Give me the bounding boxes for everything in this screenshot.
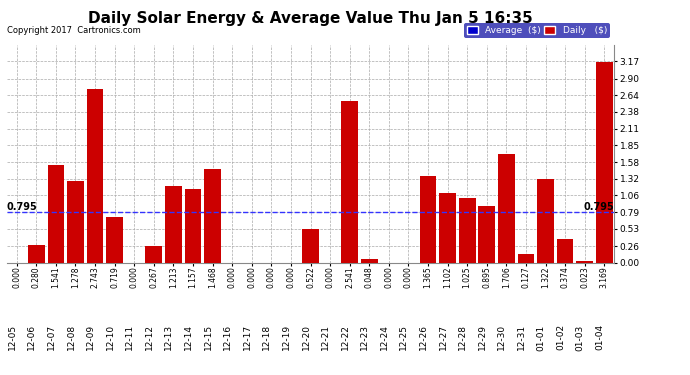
- Text: 12-30: 12-30: [497, 324, 506, 351]
- Bar: [106, 217, 123, 262]
- Text: 12-28: 12-28: [458, 324, 467, 350]
- Bar: [576, 261, 593, 262]
- Text: 12-24: 12-24: [380, 324, 389, 350]
- Text: 12-13: 12-13: [164, 324, 173, 351]
- Text: 2.541: 2.541: [345, 266, 354, 288]
- Bar: [478, 206, 495, 262]
- Text: 12-16: 12-16: [223, 324, 232, 351]
- Text: 3.169: 3.169: [600, 266, 609, 288]
- Text: 0.000: 0.000: [404, 266, 413, 288]
- Text: 01-01: 01-01: [537, 324, 546, 351]
- Bar: [204, 170, 221, 262]
- Text: 12-15: 12-15: [204, 324, 213, 351]
- Text: 12-17: 12-17: [243, 324, 252, 351]
- Text: 1.025: 1.025: [463, 266, 472, 288]
- Bar: [420, 176, 436, 262]
- Text: 0.000: 0.000: [267, 266, 276, 288]
- Bar: [557, 239, 573, 262]
- Text: 12-11: 12-11: [125, 324, 135, 351]
- Text: 1.365: 1.365: [424, 266, 433, 288]
- Text: 0.000: 0.000: [12, 266, 21, 288]
- Text: 0.000: 0.000: [286, 266, 295, 288]
- Bar: [67, 182, 83, 262]
- Text: 12-20: 12-20: [302, 324, 310, 350]
- Text: 12-31: 12-31: [517, 324, 526, 351]
- Text: 0.127: 0.127: [522, 266, 531, 288]
- Text: 12-26: 12-26: [419, 324, 428, 350]
- Bar: [302, 230, 319, 262]
- Text: 12-23: 12-23: [360, 324, 369, 350]
- Bar: [28, 245, 45, 262]
- Text: Copyright 2017  Cartronics.com: Copyright 2017 Cartronics.com: [7, 26, 141, 35]
- Bar: [146, 246, 162, 262]
- Text: 0.795: 0.795: [7, 202, 38, 212]
- Bar: [165, 186, 181, 262]
- Text: 1.706: 1.706: [502, 266, 511, 288]
- Text: 2.743: 2.743: [90, 266, 99, 288]
- Text: 1.541: 1.541: [51, 266, 60, 288]
- Text: 0.267: 0.267: [149, 266, 158, 288]
- Text: 01-04: 01-04: [595, 324, 604, 351]
- Text: 0.048: 0.048: [365, 266, 374, 288]
- Text: 12-06: 12-06: [28, 324, 37, 351]
- Text: 0.895: 0.895: [482, 266, 491, 288]
- Bar: [596, 62, 613, 262]
- Bar: [87, 88, 104, 262]
- Text: 12-14: 12-14: [184, 324, 193, 350]
- Text: 12-21: 12-21: [321, 324, 330, 350]
- Text: 0.000: 0.000: [247, 266, 256, 288]
- Text: 12-27: 12-27: [439, 324, 448, 350]
- Text: 12-29: 12-29: [477, 324, 486, 350]
- Text: 0.522: 0.522: [306, 266, 315, 288]
- Text: 12-09: 12-09: [86, 324, 95, 351]
- Bar: [498, 154, 515, 262]
- Text: 1.278: 1.278: [71, 266, 80, 288]
- Text: 12-18: 12-18: [262, 324, 271, 351]
- Text: 12-25: 12-25: [400, 324, 408, 350]
- Text: 12-12: 12-12: [145, 324, 154, 350]
- Text: 0.719: 0.719: [110, 266, 119, 288]
- Text: 12-10: 12-10: [106, 324, 115, 351]
- Text: Daily Solar Energy & Average Value Thu Jan 5 16:35: Daily Solar Energy & Average Value Thu J…: [88, 11, 533, 26]
- Text: 0.795: 0.795: [583, 202, 614, 212]
- Bar: [48, 165, 64, 262]
- Text: 12-07: 12-07: [47, 324, 56, 351]
- Text: 01-03: 01-03: [575, 324, 584, 351]
- Legend: Average  ($), Daily   ($): Average ($), Daily ($): [464, 23, 609, 38]
- Text: 0.000: 0.000: [384, 266, 393, 288]
- Bar: [185, 189, 201, 262]
- Text: 1.322: 1.322: [541, 266, 550, 288]
- Text: 0.000: 0.000: [228, 266, 237, 288]
- Text: 1.213: 1.213: [169, 266, 178, 288]
- Text: 0.280: 0.280: [32, 266, 41, 288]
- Text: 0.374: 0.374: [561, 266, 570, 288]
- Text: 12-08: 12-08: [66, 324, 75, 351]
- Bar: [538, 178, 554, 262]
- Text: 01-02: 01-02: [556, 324, 565, 351]
- Text: 1.102: 1.102: [443, 266, 452, 288]
- Text: 0.000: 0.000: [326, 266, 335, 288]
- Text: 1.468: 1.468: [208, 266, 217, 288]
- Bar: [459, 198, 475, 262]
- Bar: [361, 260, 377, 262]
- Text: 1.157: 1.157: [188, 266, 197, 288]
- Text: 12-19: 12-19: [282, 324, 291, 351]
- Text: 0.023: 0.023: [580, 266, 589, 288]
- Bar: [440, 193, 456, 262]
- Bar: [518, 255, 534, 262]
- Text: 0.000: 0.000: [130, 266, 139, 288]
- Bar: [342, 101, 358, 262]
- Text: 12-22: 12-22: [341, 324, 350, 350]
- Text: 12-05: 12-05: [8, 324, 17, 351]
